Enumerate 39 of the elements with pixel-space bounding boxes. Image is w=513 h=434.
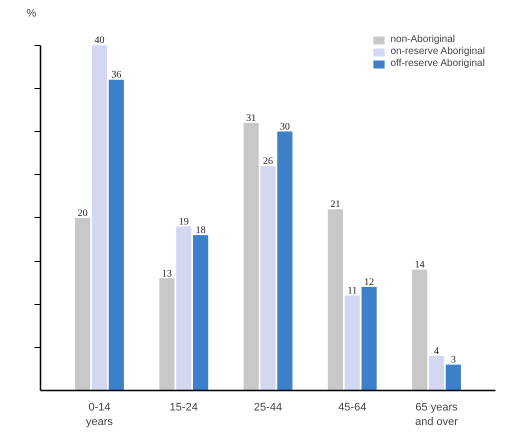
- data-label: 20: [78, 208, 88, 219]
- bar: [446, 364, 461, 390]
- bar: [159, 278, 174, 390]
- data-label: 26: [263, 156, 273, 168]
- bar: [428, 356, 444, 390]
- y-axis-title: %: [26, 8, 36, 20]
- x-tick-label: 0-14 years: [86, 402, 114, 428]
- bar: [344, 296, 360, 390]
- legend-label: on-reserve Aboriginal: [390, 46, 485, 57]
- data-label: 12: [364, 276, 374, 288]
- bar: [362, 286, 377, 390]
- bar: [75, 218, 90, 390]
- data-label: 36: [111, 70, 122, 81]
- data-label: 19: [178, 216, 189, 228]
- data-label: 11: [347, 286, 358, 297]
- x-tick-label: 15-24: [170, 402, 198, 414]
- bar: [260, 166, 276, 390]
- bar: [244, 122, 259, 390]
- bar: [412, 270, 428, 390]
- legend-label: non-Aboriginal: [390, 34, 455, 45]
- x-tick-label: 45-64: [338, 402, 366, 414]
- data-label: 40: [94, 35, 104, 46]
- data-label: 30: [280, 122, 290, 133]
- bar: [108, 80, 124, 390]
- x-tick-label: 65 years and over: [415, 402, 458, 428]
- bar: [176, 226, 192, 390]
- bar: [193, 235, 208, 390]
- data-label: 13: [162, 268, 172, 280]
- bar: [277, 132, 292, 390]
- data-label: 14: [414, 260, 425, 271]
- bar: [92, 45, 108, 390]
- x-tick-label: 25-44: [254, 402, 282, 414]
- data-label: 21: [330, 199, 340, 210]
- legend-label: off-reserve Aboriginal: [390, 58, 485, 69]
- data-label: 3: [450, 354, 456, 366]
- bar: [328, 209, 343, 390]
- data-label: 31: [246, 112, 256, 124]
- data-label: 18: [196, 225, 206, 236]
- data-label: 4: [434, 346, 440, 357]
